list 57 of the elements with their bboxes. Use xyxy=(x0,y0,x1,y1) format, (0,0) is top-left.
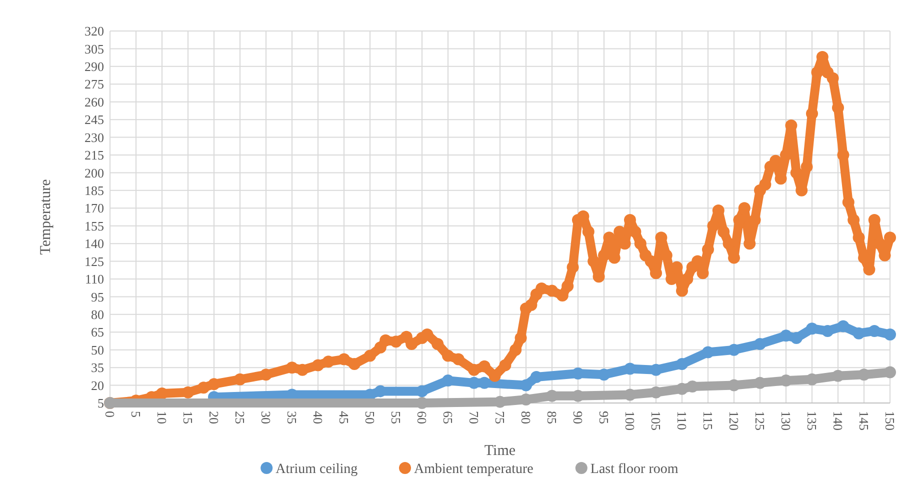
x-axis-title: Time xyxy=(484,443,516,459)
y-tick-label: 155 xyxy=(84,218,104,234)
x-tick-label: 100 xyxy=(622,411,638,430)
y-tick-label: 95 xyxy=(91,289,104,304)
x-tick-label: 90 xyxy=(570,411,586,424)
x-tick-label: 30 xyxy=(258,411,274,424)
x-tick-label: 105 xyxy=(648,411,664,430)
legend-label: Atrium ceiling xyxy=(276,462,358,477)
y-tick-label: 20 xyxy=(91,378,104,393)
y-tick-label: 140 xyxy=(84,236,104,252)
x-tick-label: 80 xyxy=(518,411,534,424)
y-tick-label: 170 xyxy=(84,200,104,216)
y-tick-label: 215 xyxy=(84,148,104,163)
y-axis-title: Temperature xyxy=(38,178,54,255)
y-tick-label: 80 xyxy=(91,306,104,322)
x-tick-label: 150 xyxy=(882,411,898,430)
legend-label: Ambient temperature xyxy=(414,462,534,477)
x-tick-label: 60 xyxy=(414,411,430,424)
x-tick-label: 145 xyxy=(856,411,872,430)
x-tick-label: 55 xyxy=(388,411,404,424)
x-tick-label: 85 xyxy=(544,411,560,424)
x-tick-label: 50 xyxy=(362,411,378,424)
y-tick-label: 110 xyxy=(84,272,104,287)
y-tick-label: 275 xyxy=(84,76,104,92)
y-tick-label: 290 xyxy=(84,58,104,74)
y-tick-label: 65 xyxy=(91,324,104,340)
x-tick-label: 70 xyxy=(466,411,482,424)
y-tick-label: 185 xyxy=(84,182,104,198)
x-tick-label: 75 xyxy=(492,411,508,424)
y-tick-label: 35 xyxy=(91,360,104,376)
y-tick-label: 305 xyxy=(84,41,104,56)
x-tick-label: 125 xyxy=(752,411,768,430)
y-tick-label: 245 xyxy=(84,112,104,128)
x-tick-label: 110 xyxy=(674,411,690,430)
x-tick-label: 0 xyxy=(102,411,118,418)
x-tick-label: 135 xyxy=(804,411,820,430)
x-tick-label: 65 xyxy=(440,411,456,424)
x-tick-label: 10 xyxy=(154,411,170,424)
y-tick-label: 50 xyxy=(91,342,104,358)
y-tick-label: 200 xyxy=(84,165,104,180)
x-tick-label: 45 xyxy=(336,411,352,424)
x-tick-label: 20 xyxy=(206,411,222,424)
x-tick-label: 130 xyxy=(778,411,794,430)
x-tick-label: 35 xyxy=(284,411,300,424)
x-tick-label: 25 xyxy=(232,411,248,424)
legend-label: Last floor room xyxy=(590,462,678,477)
y-tick-label: 125 xyxy=(84,254,104,269)
x-tick-label: 5 xyxy=(128,411,144,418)
y-tick-label: 320 xyxy=(84,24,104,39)
x-tick-label: 40 xyxy=(310,411,326,424)
y-tick-label: 260 xyxy=(84,94,104,110)
x-tick-label: 120 xyxy=(726,411,742,430)
x-tick-label: 15 xyxy=(180,411,196,424)
x-tick-label: 140 xyxy=(830,411,846,430)
x-tick-label: 115 xyxy=(700,411,716,430)
x-tick-label: 95 xyxy=(596,411,612,424)
y-tick-label: 230 xyxy=(84,130,104,145)
